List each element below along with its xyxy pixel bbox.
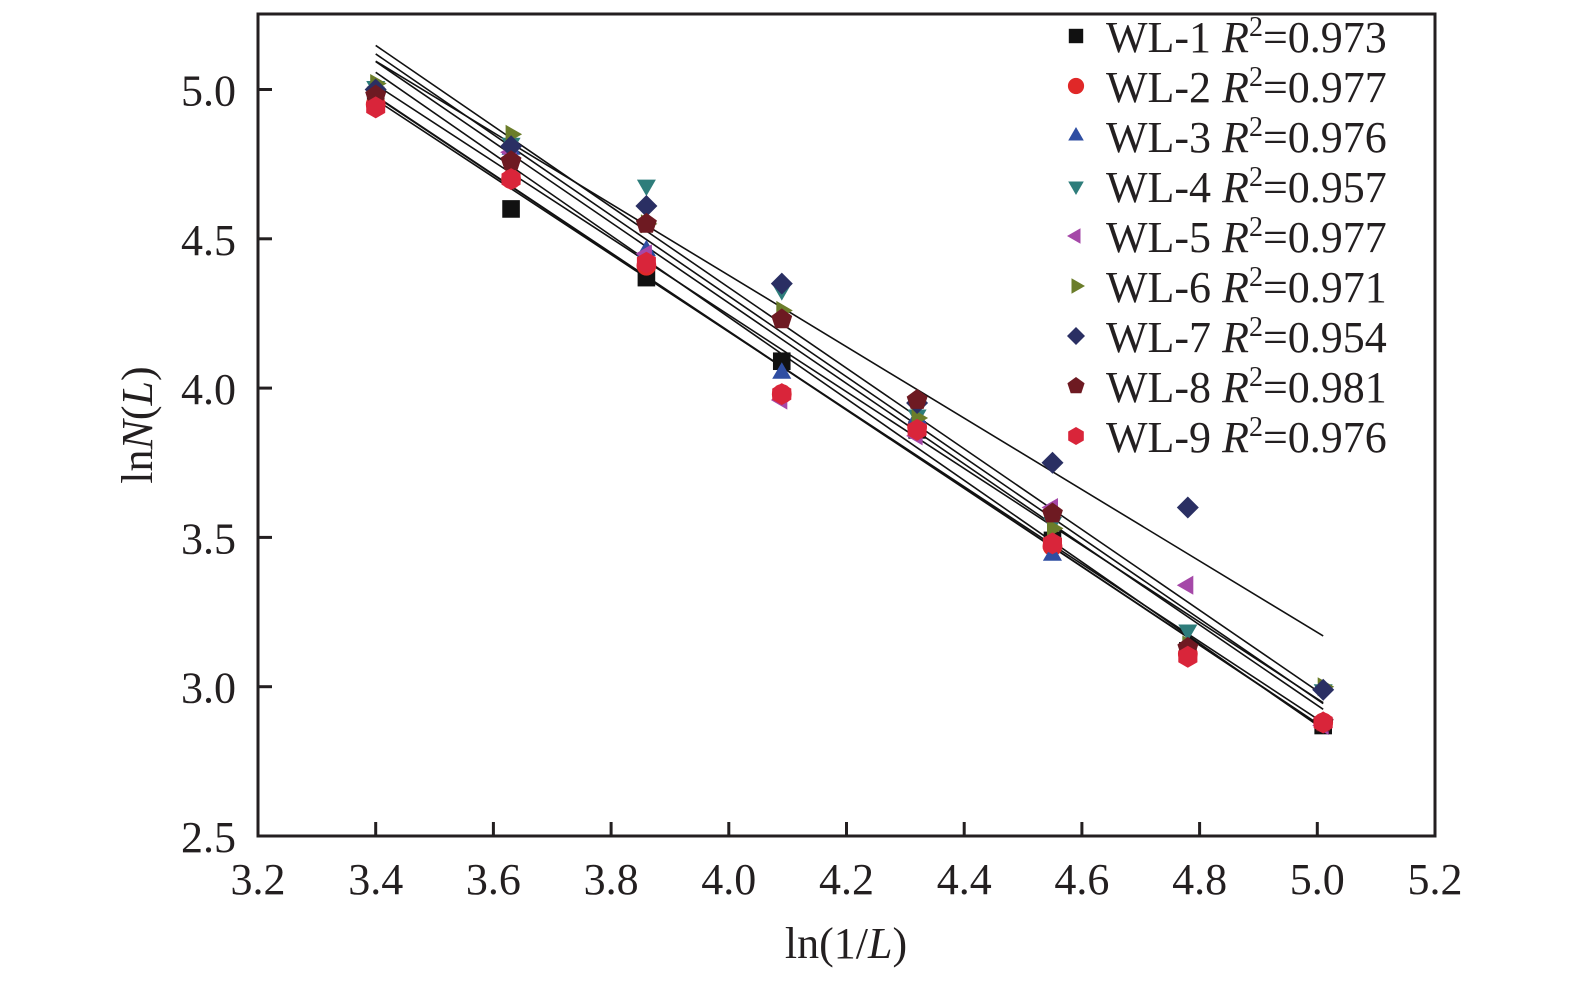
x-tick-label: 3.8	[584, 855, 639, 904]
fit-line-wl-9	[375, 95, 1324, 729]
legend-marker-wl-1	[1068, 28, 1084, 44]
fit-lines	[375, 44, 1324, 730]
point-wl-1	[772, 352, 791, 371]
fit-line-wl-7	[375, 60, 1324, 637]
point-wl-1	[502, 200, 520, 218]
data-points	[364, 74, 1335, 735]
x-tick-label: 3.4	[348, 855, 403, 904]
fit-line-wl-5	[375, 84, 1324, 704]
point-wl-9	[1313, 711, 1333, 734]
point-wl-8	[365, 84, 387, 105]
fit-line-wl-6	[375, 53, 1324, 705]
point-wl-5	[1176, 575, 1194, 595]
point-wl-8	[1042, 502, 1063, 523]
legend-marker-wl-4	[1068, 181, 1084, 195]
legend-entry-wl-4: WL-4 R2=0.957	[1106, 162, 1387, 212]
legend-entry-wl-8: WL-8 R2=0.981	[1106, 362, 1387, 412]
x-tick-label: 4.0	[701, 855, 756, 904]
point-wl-8	[500, 150, 522, 171]
legend-marker-wl-7	[1067, 327, 1085, 345]
legend-marker-wl-8	[1067, 377, 1085, 394]
legend-marker-wl-3	[1068, 127, 1084, 141]
point-wl-9	[636, 251, 656, 274]
point-wl-7	[500, 135, 523, 158]
point-wl-9	[907, 418, 927, 441]
fit-line-wl-4	[375, 44, 1324, 696]
point-wl-3	[772, 362, 792, 379]
x-tick-label: 4.2	[819, 855, 874, 904]
y-axis-label: lnN(L)	[113, 366, 162, 483]
legend-marker-wl-6	[1071, 278, 1085, 294]
point-wl-9	[1042, 532, 1062, 555]
point-wl-9	[772, 383, 792, 406]
y-tick-label: 3.5	[181, 514, 236, 563]
legend-entry-wl-9: WL-9 R2=0.976	[1106, 412, 1387, 462]
point-wl-7	[1312, 678, 1335, 701]
x-tick-label: 4.4	[937, 855, 992, 904]
legend-entry-wl-1: WL-1 R2=0.973	[1106, 12, 1387, 62]
legend-entry-wl-2: WL-2 R2=0.977	[1106, 62, 1387, 112]
point-wl-4	[1178, 624, 1198, 641]
x-tick-label: 5.2	[1408, 855, 1463, 904]
x-tick-label: 3.2	[231, 855, 286, 904]
point-wl-8	[906, 389, 928, 409]
point-wl-9	[1178, 645, 1198, 668]
y-tick-label: 3.0	[181, 664, 236, 713]
y-tick-label: 4.0	[181, 365, 236, 414]
legend-entry-wl-6: WL-6 R2=0.971	[1106, 262, 1387, 312]
point-wl-4	[636, 179, 656, 197]
legend-marker-wl-5	[1067, 228, 1081, 244]
fit-line-wl-8	[375, 60, 1324, 711]
x-tick-label: 5.0	[1290, 855, 1345, 904]
legend-entry-wl-7: WL-7 R2=0.954	[1106, 312, 1387, 362]
legend-marker-wl-9	[1068, 427, 1084, 445]
y-tick-label: 4.5	[181, 216, 236, 265]
y-tick-label: 2.5	[181, 813, 236, 862]
point-wl-7	[1041, 451, 1064, 474]
point-wl-7	[635, 195, 658, 217]
point-wl-9	[501, 168, 521, 191]
legend-entry-wl-5: WL-5 R2=0.977	[1106, 212, 1387, 262]
x-tick-label: 3.6	[466, 855, 521, 904]
y-tick-label: 5.0	[181, 67, 236, 116]
point-wl-8	[771, 308, 793, 329]
x-axis: 3.2 3.4 3.6 3.8 4.0 4.2 4.4 4.6 4.8 5.0 5.2	[231, 822, 1463, 904]
x-tick-label: 4.6	[1054, 855, 1109, 904]
point-wl-8	[635, 212, 657, 233]
point-wl-7	[1176, 496, 1199, 519]
x-axis-label: ln(1/L)	[785, 919, 907, 968]
fit-line-wl-3	[375, 71, 1324, 730]
point-wl-9	[366, 96, 386, 119]
y-axis: 2.5 3.0 3.5 4.0 4.5 5.0	[181, 67, 272, 862]
x-tick-label: 4.8	[1172, 855, 1227, 904]
legend-entry-wl-3: WL-3 R2=0.976	[1106, 112, 1387, 162]
legend-marker-wl-2	[1067, 77, 1085, 95]
point-wl-7	[770, 272, 793, 295]
